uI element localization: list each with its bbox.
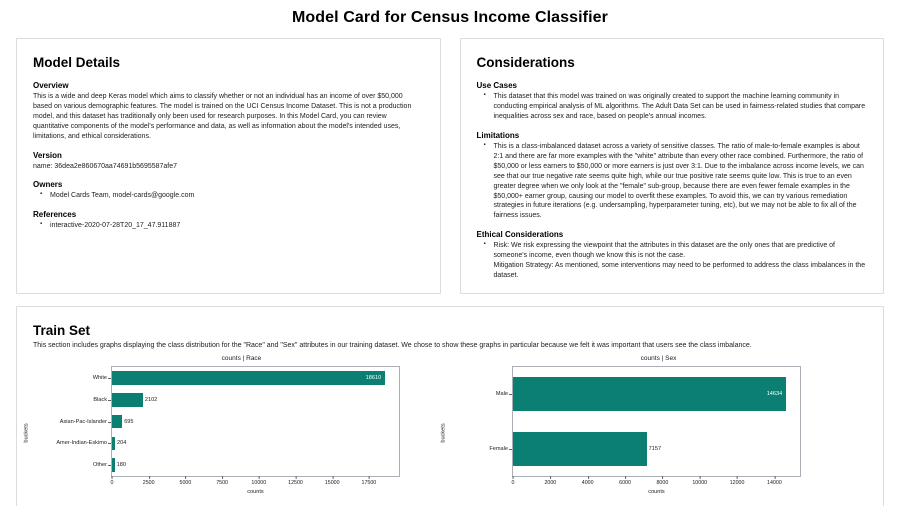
use-cases-list: This dataset that this model was trained… xyxy=(477,91,868,122)
bar-row: 14634 xyxy=(513,377,800,412)
y-axis-tick-label: Other xyxy=(93,462,111,469)
race-chart-ylabel: buckets xyxy=(23,423,30,443)
sex-plot-area: 7157 14634 counts Female Male 0 2000 4000 6000… xyxy=(489,366,801,495)
bar-row: 180 xyxy=(112,458,399,472)
sex-chart-xlabel: counts xyxy=(648,489,665,496)
train-set-card: Train Set This section includes graphs d… xyxy=(16,306,884,506)
sex-chart-ylabel: buckets xyxy=(440,423,447,443)
y-axis-tick-label: Female xyxy=(489,445,512,452)
y-axis-tick-label: Male xyxy=(495,391,513,398)
bar-value-label: 695 xyxy=(124,418,134,425)
bar xyxy=(112,436,115,451)
x-axis-tick-label: 2000 xyxy=(544,476,557,487)
version-value: name: 36dea2e860670aa74691b5695587afe7 xyxy=(33,162,178,170)
bar xyxy=(112,371,386,385)
bar-value-label: 204 xyxy=(116,440,127,447)
train-set-heading: Train Set xyxy=(33,323,91,339)
owners-list: Model Cards Team, model-cards@google.com xyxy=(33,190,424,201)
x-axis-tick-label: 10000 xyxy=(692,476,708,487)
overview-heading: Overview xyxy=(33,81,69,90)
x-axis-tick-label: 4000 xyxy=(581,476,594,487)
bar-value-label: 7157 xyxy=(648,445,662,452)
model-details-card: Model Details Overview This is a wide an… xyxy=(16,38,441,295)
y-axis-tick-label: Asian-Pac-Islander xyxy=(59,418,112,425)
bar-value-label: 18610 xyxy=(365,374,382,381)
x-axis-tick-label: 0 xyxy=(511,476,515,487)
limitations-heading: Limitations xyxy=(476,130,520,140)
ethical-considerations-list: Risk: We risk expressing the viewpoint t… xyxy=(477,240,868,281)
page-title: Model Card for Census Income Classifier xyxy=(292,9,608,26)
bar-value-label: 14634 xyxy=(766,391,783,398)
race-chart-title: counts | Race xyxy=(221,355,262,363)
list-item: Model Cards Team, model-cards@google.com xyxy=(40,190,424,201)
x-axis-tick-label: 6000 xyxy=(619,476,631,487)
owners-heading: Owners xyxy=(33,180,63,190)
x-axis-tick-label: 5000 xyxy=(179,476,192,487)
bar-row: 695 xyxy=(112,414,399,429)
bar-row: 18610 xyxy=(112,371,399,385)
race-chart-xlabel: counts xyxy=(247,489,264,496)
x-axis-tick-label: 2500 xyxy=(142,476,155,487)
considerations-card: Considerations Use Cases This dataset th… xyxy=(459,38,884,295)
x-axis-tick-label: 10000 xyxy=(251,476,267,487)
sex-bars: 7157 14634 xyxy=(513,367,800,476)
list-item: This is a class-imbalanced dataset acros… xyxy=(484,141,868,222)
model-card-page: Model Card for Census Income Classifier … xyxy=(0,9,900,506)
model-details-heading: Model Details xyxy=(33,55,121,70)
bar-value-label: 2102 xyxy=(144,396,158,403)
sex-chart: counts | Sex buckets 7157 14634 counts Fe… xyxy=(441,355,867,505)
x-axis-tick-label: 7500 xyxy=(216,476,228,487)
bar xyxy=(513,377,787,412)
race-bars: 180 204 695 2102 18610 xyxy=(112,367,399,476)
y-axis-tick-label: White xyxy=(92,374,112,381)
bar-row: 204 xyxy=(112,436,399,451)
x-axis-tick-label: 15000 xyxy=(324,476,340,487)
overview-text: This is a wide and deep Keras model whic… xyxy=(33,93,412,140)
x-axis-tick-label: 8000 xyxy=(656,476,669,487)
limitations-list: This is a class-imbalanced dataset acros… xyxy=(477,141,868,222)
bar xyxy=(112,458,115,472)
x-axis-tick-label: 14000 xyxy=(767,476,782,487)
y-axis-tick-label: Amer-Indian-Eskimo xyxy=(56,440,111,447)
bar xyxy=(112,414,123,429)
bar-value-label: 180 xyxy=(116,462,126,469)
race-chart: counts | Race buckets 180 204 695 2102 18610… xyxy=(24,355,450,505)
ethical-considerations-heading: Ethical Considerations xyxy=(476,230,564,240)
references-list: interactive-2020-07-28T20_17_47.911887 xyxy=(33,220,424,231)
sex-chart-title: counts | Sex xyxy=(640,355,677,363)
bar xyxy=(112,393,143,407)
train-set-charts: counts | Race buckets 180 204 695 2102 18610… xyxy=(24,355,867,505)
considerations-heading: Considerations xyxy=(476,55,575,70)
x-axis-tick-label: 12500 xyxy=(288,476,303,487)
bar xyxy=(513,431,647,466)
list-item: Risk: We risk expressing the viewpoint t… xyxy=(484,240,868,281)
x-axis-tick-label: 12000 xyxy=(729,476,745,487)
references-heading: References xyxy=(33,210,77,220)
version-heading: Version xyxy=(33,150,62,160)
y-axis-tick-label: Black xyxy=(93,396,111,403)
bar-row: 2102 xyxy=(112,393,399,407)
top-cards-row: Model Details Overview This is a wide an… xyxy=(16,38,884,295)
race-plot-area: 180 204 695 2102 18610 counts Other Amer-Indi… xyxy=(56,366,400,495)
bar-row: 7157 xyxy=(513,431,800,466)
train-set-intro: This section includes graphs displaying … xyxy=(33,342,752,350)
x-axis-tick-label: 17500 xyxy=(361,476,377,487)
list-item: interactive-2020-07-28T20_17_47.911887 xyxy=(40,220,424,231)
list-item: This dataset that this model was trained… xyxy=(484,91,868,122)
x-axis-tick-label: 0 xyxy=(110,476,114,487)
use-cases-heading: Use Cases xyxy=(476,81,517,90)
